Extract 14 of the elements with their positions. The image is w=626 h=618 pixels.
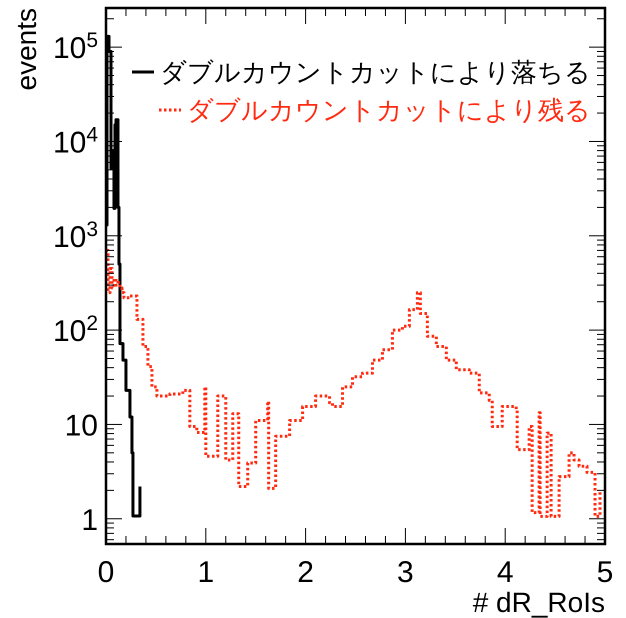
y-axis-title: events [11, 8, 42, 90]
x-tick-label: 3 [397, 556, 414, 589]
y-tick-label: 10$^{3}$ [52, 217, 98, 254]
y-tick-label: 10 [64, 409, 98, 442]
x-tick-label: 2 [297, 556, 314, 589]
x-tick-label: 5 [596, 556, 614, 589]
x-tick-label: 0 [98, 556, 114, 589]
x-tick-label: 4 [496, 556, 514, 589]
y-tick-label: 10$^{5}$ [52, 28, 98, 66]
y-tick-label: 1 [81, 504, 98, 537]
x-axis-title: # dR_RoIs [472, 587, 605, 618]
y-tick-label: 10$^{4}$ [52, 122, 98, 160]
x-tick-label: 1 [197, 556, 214, 589]
y-tick-label: 10$^{2}$ [52, 312, 98, 348]
